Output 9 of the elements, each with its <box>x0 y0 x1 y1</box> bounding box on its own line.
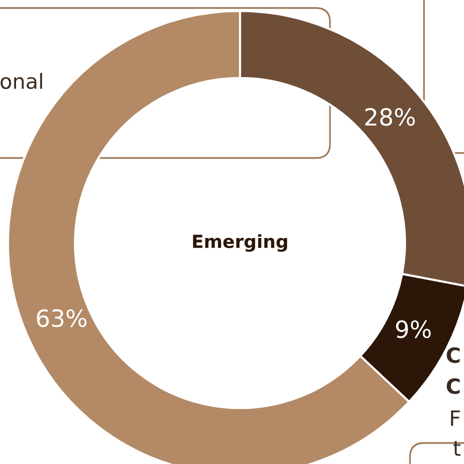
data-label: 28% <box>365 108 415 126</box>
text: C <box>446 378 460 394</box>
data-label: 63% <box>36 309 86 328</box>
text: Emerging <box>193 234 288 252</box>
text: C <box>446 347 460 364</box>
text: t <box>453 441 460 456</box>
data-label: 9% <box>396 320 431 338</box>
text: F <box>451 410 460 426</box>
text: onal <box>0 72 42 90</box>
